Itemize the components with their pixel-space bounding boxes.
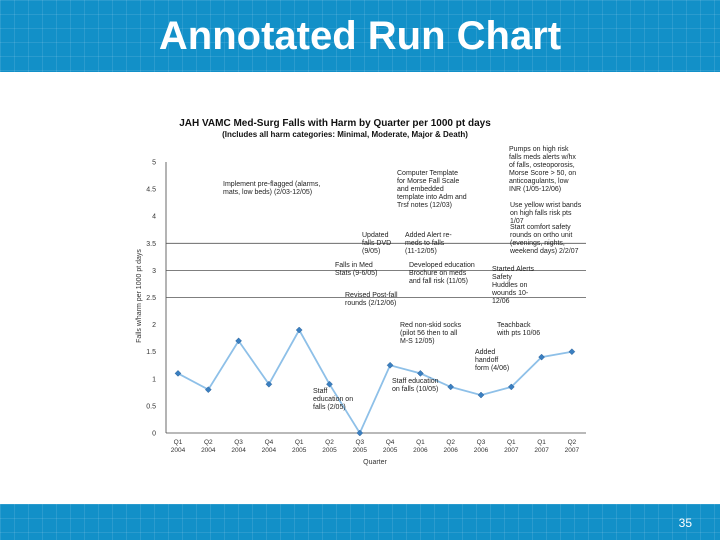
annotation-text: Start comfort safety rounds on ortho unit… xyxy=(509,224,579,255)
annotation-text: Use yellow wrist bands on high falls risk… xyxy=(510,202,582,225)
y-tick-label: 2 xyxy=(152,322,156,329)
x-tick-label: Q1 xyxy=(537,439,546,446)
title-bar xyxy=(0,0,720,72)
data-point xyxy=(356,429,364,437)
annotation-text: Staff education on falls (2/05) xyxy=(313,388,353,411)
x-tick-label: Q2 xyxy=(568,439,577,446)
annotation-text: Red non-skid socks (pilot 56 then to all M… xyxy=(400,322,462,345)
x-tick-label: 2007 xyxy=(504,447,519,454)
x-tick-label: Q1 xyxy=(416,439,425,446)
x-tick-label: 2005 xyxy=(322,447,337,454)
y-tick-label: 1 xyxy=(152,376,156,383)
annotation-text: Falls in Med Stats (9-6/05) xyxy=(335,262,377,277)
x-tick-label: 2005 xyxy=(292,447,307,454)
annotation-text: Pumps on high risk falls meds alerts w/hx… xyxy=(509,146,576,193)
x-tick-label: Q3 xyxy=(234,439,243,446)
data-point xyxy=(265,380,273,388)
x-tick-label: 2007 xyxy=(534,447,549,454)
x-tick-label: 2007 xyxy=(565,447,580,454)
x-tick-label: Q3 xyxy=(355,439,364,446)
data-point xyxy=(235,337,242,345)
y-tick-label: 4 xyxy=(152,214,156,221)
footer-bar xyxy=(0,504,720,540)
annotation-text: Developed education Brochure on meds and f… xyxy=(409,262,475,285)
series-falls-with-harm xyxy=(174,326,576,437)
annotations: Implement pre-flagged (alarms, mats, low … xyxy=(223,146,582,411)
data-point xyxy=(417,370,424,377)
annotation-text: Added Alert re-meds to falls (11-12/05) xyxy=(405,232,452,255)
x-tick-label: Q1 xyxy=(295,439,304,446)
y-tick-label: 0 xyxy=(152,431,156,438)
x-tick-label: 2006 xyxy=(474,447,489,454)
data-point xyxy=(568,348,576,356)
x-tick-label: 2006 xyxy=(443,447,458,454)
annotation-text: Updated falls DVD (9/05) xyxy=(362,232,391,255)
annotation-text: Revised Post-fall rounds (2/12/06) xyxy=(345,292,398,307)
page-number: 35 xyxy=(678,516,692,530)
data-point xyxy=(507,383,515,391)
x-tick-label: Q4 xyxy=(265,439,274,446)
annotation-text: Staff education on falls (10/05) xyxy=(392,378,439,393)
data-point xyxy=(295,326,303,334)
chart-axes xyxy=(165,162,586,434)
data-point xyxy=(204,386,212,393)
y-tick-label: 0.5 xyxy=(146,403,156,410)
annotation-text: Started Alerts Safety Huddles on wounds 10-… xyxy=(491,266,535,305)
slide-title: Annotated Run Chart xyxy=(158,14,562,58)
x-ticks: Q12004Q22004Q32004Q42004Q12005Q22005Q320… xyxy=(171,439,580,454)
x-tick-label: Q4 xyxy=(386,439,395,446)
data-point xyxy=(538,353,545,361)
x-tick-label: Q2 xyxy=(204,439,213,446)
x-tick-label: Q2 xyxy=(446,439,455,446)
y-tick-label: 3 xyxy=(152,268,156,275)
x-axis-label: Quarter xyxy=(363,459,387,466)
chart-title: JAH VAMC Med-Surg Falls with Harm by Qua… xyxy=(179,118,491,129)
y-tick-label: 3.5 xyxy=(146,241,156,248)
series-line xyxy=(177,328,573,435)
x-tick-label: Q1 xyxy=(507,439,516,446)
data-point xyxy=(326,380,333,388)
x-tick-label: 2006 xyxy=(413,447,428,454)
data-point xyxy=(174,370,182,377)
x-tick-label: 2004 xyxy=(262,447,277,454)
y-ticks: 0 0.5 1 1.5 2 2.5 3 3.5 4 4.5 5 xyxy=(146,160,156,438)
data-point xyxy=(386,361,394,369)
annotation-text: Computer Template for Morse Fall Scale and… xyxy=(397,170,467,209)
x-tick-label: 2005 xyxy=(383,447,398,454)
data-point xyxy=(447,383,455,391)
y-tick-label: 5 xyxy=(152,160,156,167)
y-tick-label: 2.5 xyxy=(146,295,156,302)
x-tick-label: 2004 xyxy=(171,447,186,454)
x-tick-label: 2005 xyxy=(353,447,368,454)
chart-subtitle: (Includes all harm categories: Minimal, … xyxy=(222,130,468,139)
data-point xyxy=(477,391,485,399)
annotation-text: Implement pre-flagged (alarms, mats, low … xyxy=(223,181,320,196)
x-tick-label: Q3 xyxy=(477,439,486,446)
x-tick-label: Q1 xyxy=(174,439,183,446)
annotation-text: Added handoff form (4/06) xyxy=(475,349,509,372)
x-tick-label: 2004 xyxy=(201,447,216,454)
annotation-text: Teachback with pts 10/06 xyxy=(496,322,540,337)
y-tick-label: 4.5 xyxy=(146,187,156,194)
x-tick-label: 2004 xyxy=(231,447,246,454)
y-tick-label: 1.5 xyxy=(146,349,156,356)
x-tick-label: Q2 xyxy=(325,439,334,446)
y-axis-label: Falls w/harm per 1000 pt days xyxy=(136,249,143,343)
